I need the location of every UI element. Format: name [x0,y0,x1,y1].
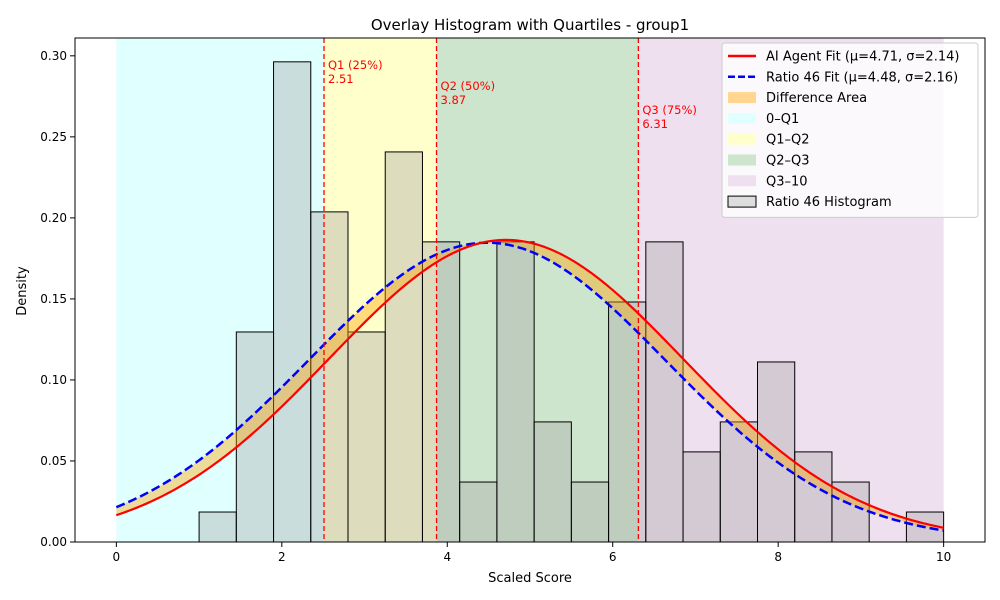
x-tick-label: 8 [774,550,782,564]
legend: AI Agent Fit (μ=4.71, σ=2.14) Ratio 46 Fi… [722,43,978,217]
quartile-value-2: 3.87 [441,93,467,107]
histogram-bar [385,152,422,542]
y-tick-label: 0.20 [40,211,67,225]
histogram-bar [534,422,571,542]
legend-label: Q3–10 [766,174,808,189]
y-tick-label: 0.30 [40,49,67,63]
y-axis-label: Density [15,266,30,316]
legend-swatch-patch [728,134,756,145]
y-tick-label: 0.05 [40,454,67,468]
x-tick-label: 10 [936,550,951,564]
x-axis-label: Scaled Score [488,571,572,586]
x-tick-label: 2 [278,550,286,564]
histogram-bar [199,512,236,542]
y-tick-label: 0.10 [40,373,67,387]
y-tick-label: 0.25 [40,130,67,144]
legend-label: 0–Q1 [766,112,799,127]
quartile-value-1: 2.51 [328,72,354,86]
legend-label: Q1–Q2 [766,133,810,148]
chart-title: Overlay Histogram with Quartiles - group… [371,16,689,34]
x-tick-label: 4 [443,550,451,564]
x-tick-label: 0 [113,550,121,564]
quartile-value-3: 6.31 [642,117,668,131]
histogram-bar [460,482,497,542]
histogram-bar [274,62,311,542]
y-tick-label: 0.00 [40,535,67,549]
quartile-label-1: Q1 (25%) [328,58,383,72]
histogram-bar [422,242,459,542]
histogram-bar [571,482,608,542]
legend-label: AI Agent Fit (μ=4.71, σ=2.14) [766,50,959,65]
quartile-label-2: Q2 (50%) [441,79,496,93]
legend-swatch-patch [728,113,756,124]
legend-swatch-patch [728,196,756,207]
legend-swatch-patch [728,92,756,103]
legend-swatch-patch [728,155,756,166]
histogram-bar [311,212,348,542]
histogram-bar [609,302,646,542]
histogram-bar [646,242,683,542]
legend-label: Q2–Q3 [766,154,810,169]
legend-label: Difference Area [766,91,867,106]
histogram-bar [683,452,720,542]
x-tick-label: 6 [609,550,617,564]
legend-box [722,43,978,217]
legend-label: Ratio 46 Fit (μ=4.48, σ=2.16) [766,70,958,85]
legend-swatch-patch [728,175,756,186]
legend-label: Ratio 46 Histogram [766,195,892,210]
quartile-label-3: Q3 (75%) [642,103,697,117]
histogram-bar [348,332,385,542]
y-tick-label: 0.15 [40,292,67,306]
histogram-bar [497,242,534,542]
